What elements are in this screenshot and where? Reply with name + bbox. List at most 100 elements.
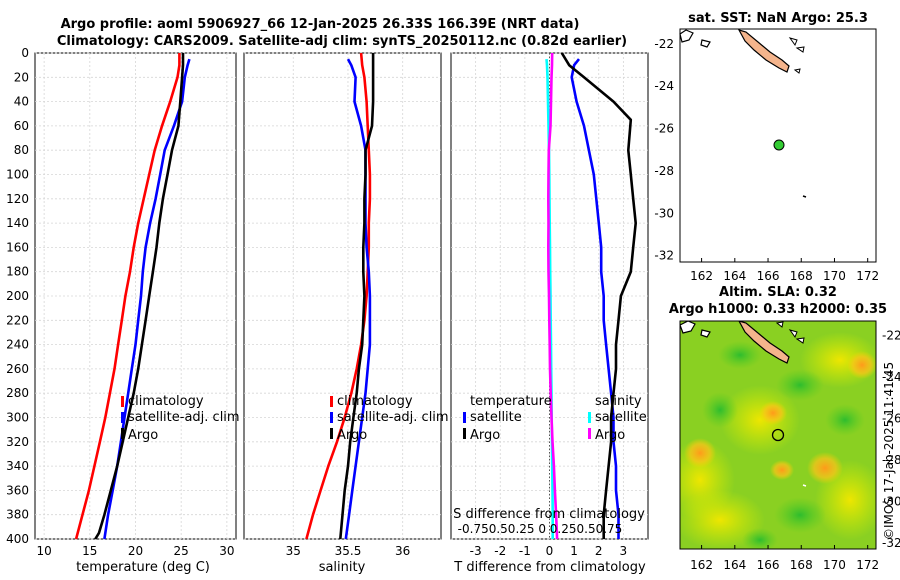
y-tick-label: 140: [6, 216, 29, 230]
sla-map: [680, 321, 876, 549]
y-tick-label: 260: [6, 362, 29, 376]
legend-diff-s-sat-swatch: [588, 412, 591, 423]
series-line-argo: [339, 53, 375, 540]
sla-lat-tick-label: -30: [882, 494, 900, 508]
series-line-climatology: [74, 53, 181, 540]
sla-map-coast-island: [680, 321, 696, 334]
legend-sal-argo: Argo: [337, 428, 367, 443]
sal-xlabel: salinity: [319, 560, 366, 575]
y-tick-label: 240: [6, 338, 29, 352]
legend-diff-t-argo: Argo: [470, 428, 500, 443]
x-tick-label: 10: [36, 544, 51, 558]
sla-map-coast-island: [802, 484, 807, 487]
x-tick-label: 20: [128, 544, 143, 558]
sla-map-frame: [679, 320, 877, 550]
sla-blob: [718, 341, 762, 369]
x-tick-label: 15: [82, 544, 97, 558]
sla-blob: [720, 385, 800, 455]
x-tick-label: 35: [286, 544, 301, 558]
legend-temp-clim-swatch: [121, 396, 124, 407]
legend-diff: temperature satellite Argo salinity sate…: [463, 394, 647, 443]
legend-diff-salinity: salinity: [595, 394, 642, 409]
y-tick-label: 220: [6, 313, 29, 327]
sla-map-new-caledonia: [738, 321, 790, 364]
legend-temp-sat-swatch: [121, 412, 124, 423]
gridlines: [35, 52, 648, 540]
sla-blob: [825, 404, 865, 436]
sla-blob: [770, 460, 794, 480]
x-tick-label: -3: [470, 544, 482, 558]
sst-lat-tick-label: -28: [654, 164, 674, 178]
y-tick-label: 200: [6, 289, 29, 303]
y-tick-label: 160: [6, 240, 29, 254]
sst-map-coast-island: [795, 46, 805, 53]
legend-temp-clim: climatology: [128, 394, 204, 409]
legend-temp-sat: satellite-adj. clim: [128, 410, 240, 425]
sst-lon-tick-label: 164: [723, 269, 746, 283]
sla-map-title-2: Argo h1000: 0.33 h2000: 0.35: [669, 302, 887, 317]
series-line-argo: [94, 53, 185, 540]
sst-map-new-caledonia: [737, 29, 790, 73]
legend-temp-argo-swatch: [121, 428, 124, 439]
tick-labels: 10 15 20 25 30 35 35.5 36 -3 -2 -1 0 1 2 3020406080100…: [6, 46, 627, 558]
sst-map-coast-island: [793, 68, 801, 74]
sla-lon-tick-label: 166: [757, 558, 780, 572]
sst-lat-tick-label: -30: [654, 206, 674, 220]
y-tick-label: 300: [6, 411, 29, 425]
y-tick-label: 400: [6, 532, 29, 546]
legend-diff-t-sat: satellite: [470, 410, 522, 425]
s-diff-label: S difference from climatology: [453, 507, 645, 522]
y-tick-label: 60: [14, 119, 29, 133]
temp-xlabel: temperature (deg C): [76, 560, 210, 575]
sst-lat-tick-label: -26: [654, 122, 674, 136]
sst-map: [679, 28, 877, 263]
sst-lon-tick-label: 170: [823, 269, 846, 283]
legend-diff-t-argo-swatch: [463, 428, 466, 439]
sst-lat-tick-label: -32: [654, 249, 674, 263]
sla-blob: [742, 528, 778, 549]
y-tick-label: 280: [6, 386, 29, 400]
sla-blob: [774, 497, 826, 533]
sla-lon-tick-label: 172: [856, 558, 879, 572]
series-lines: [74, 52, 638, 540]
sla-map-coast-island: [775, 321, 784, 328]
sla-lat-tick-label: -24: [882, 370, 900, 384]
sla-lat-tick-label: -22: [882, 329, 900, 343]
sla-map-coast-island: [788, 329, 798, 339]
sst-map-title: sat. SST: NaN Argo: 25.3: [688, 11, 868, 26]
sla-map-coast-island: [700, 329, 711, 338]
y-tick-label: 80: [14, 143, 29, 157]
series-line-temperature-satellite: [570, 58, 620, 539]
sla-lon-tick-label: 164: [723, 558, 746, 572]
sst-map-coast-island: [802, 195, 807, 198]
legend-temp: climatology satellite-adj. clim Argo: [121, 394, 240, 443]
sla-map-title-1: Altim. SLA: 0.32: [719, 285, 837, 300]
x-tick-label: -2: [494, 544, 506, 558]
sst-map-coast-island: [788, 37, 798, 47]
sla-blob: [759, 401, 787, 425]
sla-map-coast-island: [795, 337, 805, 344]
sla-lon-tick-label: 162: [690, 558, 713, 572]
sst-lat-tick-label: -22: [654, 37, 674, 51]
x-tick-label: 3: [620, 544, 628, 558]
sla-lat-tick-label: -28: [882, 453, 900, 467]
sst-map-float-marker: [773, 139, 785, 151]
y-tick-label: 180: [6, 265, 29, 279]
sla-map-float-marker: [771, 428, 785, 442]
sla-lat-tick-label: -32: [882, 536, 900, 550]
sst-map-coast-island: [700, 39, 711, 48]
sla-blob: [847, 351, 876, 379]
s-diff-ticks: -0.750.50.25 0 0.250.50.75: [458, 522, 623, 536]
y-tick-label: 380: [6, 508, 29, 522]
legend-diff-s-argo-swatch: [588, 428, 591, 439]
x-tick-label: 0: [546, 544, 554, 558]
series-line-climatology: [305, 52, 372, 540]
series-line-temperature-argo: [560, 52, 638, 539]
series-line-satellite-adj-clim: [344, 58, 372, 540]
x-tick-label: 30: [219, 544, 234, 558]
y-tick-label: 320: [6, 435, 29, 449]
legend-sal: climatology satellite-adj. clim Argo: [330, 394, 449, 443]
sst-lon-tick-label: 162: [690, 269, 713, 283]
sla-blob: [702, 392, 738, 428]
